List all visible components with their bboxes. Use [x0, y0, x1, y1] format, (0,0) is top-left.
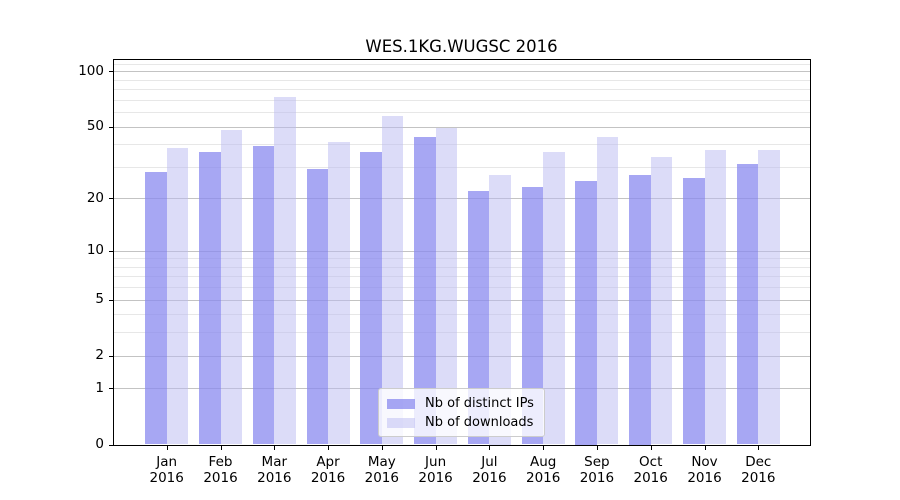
bar-nov-downloads	[704, 150, 726, 445]
plot-area	[112, 58, 811, 446]
x-tick	[650, 445, 652, 450]
bar-may-downloads	[381, 116, 404, 445]
legend-label-downloads: Nb of downloads	[425, 415, 534, 430]
x-tick-label: Nov 2016	[687, 453, 722, 487]
x-tick	[381, 445, 383, 450]
x-tick	[543, 445, 545, 450]
y-tick	[108, 444, 113, 446]
bar-sep-distinct-ips	[575, 181, 597, 445]
bar-aug-distinct-ips	[521, 187, 544, 445]
minor-gridline	[113, 314, 810, 316]
minor-gridline	[113, 89, 810, 90]
major-gridline	[113, 126, 810, 128]
x-tick-label: May 2016	[364, 453, 399, 487]
major-gridline	[113, 299, 810, 301]
bar-apr-distinct-ips	[306, 169, 328, 445]
major-gridline	[113, 198, 810, 200]
legend-item-distinct-ips: Nb of distinct IPs	[387, 395, 535, 412]
y-tick	[108, 198, 113, 200]
bar-oct-downloads	[650, 156, 673, 445]
minor-gridline	[113, 144, 810, 146]
bar-feb-downloads	[220, 129, 242, 445]
x-tick-label: Apr 2016	[310, 453, 346, 487]
minor-gridline	[113, 332, 810, 334]
x-tick-label: Aug 2016	[526, 453, 561, 487]
y-tick-label: 2	[95, 347, 104, 364]
minor-gridline	[113, 79, 810, 81]
minor-gridline	[113, 266, 810, 268]
minor-gridline	[113, 166, 810, 168]
bar-sep-downloads	[596, 136, 619, 445]
x-tick-label: Jul 2016	[472, 453, 507, 487]
bar-jun-downloads	[435, 128, 458, 445]
bar-jan-downloads	[166, 148, 189, 445]
y-tick	[108, 71, 113, 73]
minor-gridline	[113, 99, 810, 101]
minor-gridline	[113, 112, 810, 113]
bar-feb-distinct-ips	[199, 152, 221, 445]
y-tick	[108, 299, 113, 301]
major-gridline	[113, 355, 810, 357]
major-gridline	[113, 71, 810, 73]
bar-jan-distinct-ips	[145, 172, 167, 445]
bar-mar-downloads	[274, 97, 296, 445]
x-tick-label: Jun 2016	[418, 453, 453, 487]
bar-mar-distinct-ips	[252, 146, 275, 445]
x-tick	[489, 445, 491, 450]
bar-apr-downloads	[328, 142, 350, 445]
bar-jun-distinct-ips	[414, 136, 436, 445]
bar-dec-distinct-ips	[736, 164, 759, 445]
y-tick-label: 1	[95, 379, 104, 396]
x-tick-label: Feb 2016	[203, 453, 238, 487]
minor-gridline	[113, 63, 810, 65]
x-tick	[274, 445, 276, 450]
x-tick	[166, 445, 168, 450]
legend: Nb of distinct IPs Nb of downloads	[378, 388, 545, 437]
x-tick-label: Oct 2016	[633, 453, 668, 487]
bar-aug-downloads	[543, 152, 565, 445]
x-tick-label: Sep 2016	[579, 453, 615, 487]
y-tick-label: 20	[86, 189, 104, 206]
legend-label-distinct-ips: Nb of distinct IPs	[425, 396, 534, 411]
x-tick	[758, 445, 760, 450]
bar-dec-downloads	[758, 150, 780, 445]
bar-oct-distinct-ips	[629, 175, 651, 445]
minor-gridline	[113, 258, 810, 260]
chart-title: WES.1KG.WUGSC 2016	[365, 37, 558, 56]
x-tick	[596, 445, 598, 450]
y-tick	[108, 250, 113, 252]
major-gridline	[113, 250, 810, 252]
y-tick-label: 50	[86, 118, 104, 134]
y-tick-label: 10	[86, 242, 104, 258]
bar-jul-downloads	[489, 175, 511, 445]
y-tick	[108, 355, 113, 357]
y-tick-label: 0	[95, 436, 104, 452]
legend-swatch-distinct-ips-icon	[387, 398, 415, 409]
minor-gridline	[113, 276, 810, 278]
bar-may-distinct-ips	[360, 152, 382, 445]
x-tick	[704, 445, 706, 450]
minor-gridline	[113, 287, 810, 289]
x-tick	[435, 445, 437, 450]
y-tick-label: 5	[95, 291, 104, 308]
y-tick-label: 100	[78, 62, 104, 79]
x-tick	[220, 445, 222, 450]
bar-jul-distinct-ips	[467, 190, 490, 445]
legend-swatch-downloads-icon	[387, 417, 415, 428]
y-tick	[108, 388, 113, 390]
bar-nov-distinct-ips	[683, 177, 705, 445]
x-tick-label: Jan 2016	[149, 453, 184, 487]
x-tick-label: Mar 2016	[257, 453, 292, 487]
y-tick	[108, 126, 113, 128]
legend-item-downloads: Nb of downloads	[387, 414, 535, 431]
x-tick-label: Dec 2016	[741, 453, 776, 487]
x-tick	[328, 445, 329, 450]
